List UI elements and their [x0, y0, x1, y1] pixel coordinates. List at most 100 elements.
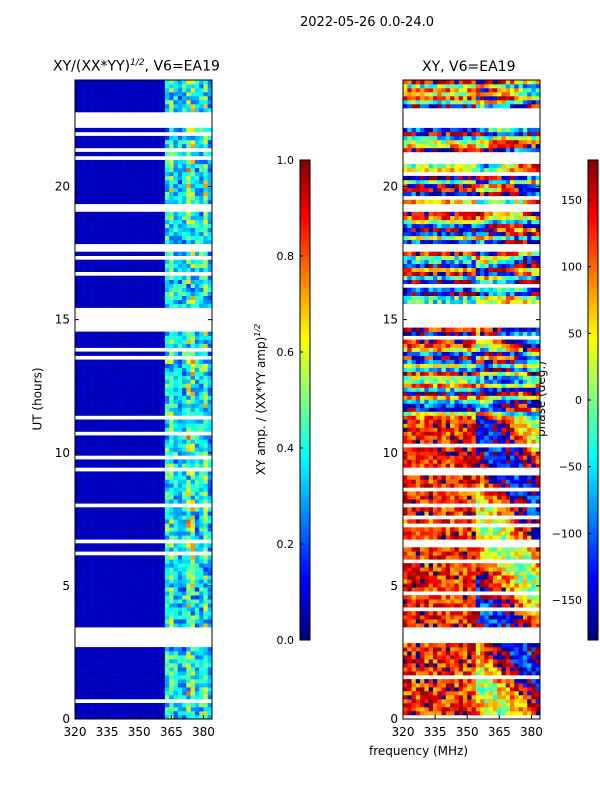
- heatmap-cell: [428, 695, 434, 700]
- heatmap-cell: [177, 419, 183, 424]
- heatmap-cell: [96, 459, 101, 464]
- heatmap-cell: [160, 711, 166, 716]
- heatmap-cell: [147, 295, 153, 300]
- heatmap-cell: [164, 595, 170, 600]
- heatmap-cell: [164, 571, 170, 576]
- heatmap-cell: [96, 295, 101, 300]
- heatmap-cell: [134, 151, 140, 157]
- heatmap-cell: [164, 263, 170, 268]
- heatmap-cell: [160, 507, 166, 512]
- heatmap-cell: [497, 655, 502, 660]
- heatmap-cell: [199, 96, 204, 101]
- colorbar-segment: [300, 408, 310, 413]
- heatmap-cell: [79, 451, 84, 456]
- heatmap-cell: [147, 104, 153, 109]
- colorbar-segment: [300, 592, 310, 597]
- heatmap-cell: [143, 96, 149, 101]
- heatmap-cell: [164, 100, 170, 105]
- heatmap-cell: [147, 543, 153, 548]
- heatmap-cell: [75, 235, 80, 241]
- heatmap-cell: [454, 611, 459, 616]
- heatmap-cell: [79, 559, 84, 564]
- heatmap-cell: [83, 239, 89, 245]
- heatmap-cell: [147, 287, 153, 292]
- heatmap-cell: [92, 603, 97, 608]
- heatmap-cell: [177, 379, 183, 384]
- heatmap-cell: [96, 135, 101, 141]
- heatmap-cell: [83, 351, 89, 356]
- heatmap-cell: [160, 447, 166, 452]
- heatmap-cell: [117, 227, 123, 233]
- heatmap-cell: [147, 163, 153, 169]
- heatmap-cell: [100, 571, 106, 576]
- heatmap-cell: [126, 231, 131, 237]
- heatmap-cell: [105, 483, 110, 488]
- heatmap-cell: [75, 108, 80, 113]
- heatmap-cell: [190, 507, 196, 512]
- heatmap-cell: [186, 647, 191, 652]
- heatmap-cell: [173, 259, 179, 264]
- heatmap-cell: [182, 675, 187, 680]
- heatmap-cell: [75, 295, 80, 300]
- heatmap-cell: [207, 127, 213, 133]
- heatmap-cell: [199, 683, 204, 688]
- heatmap-cell: [156, 159, 161, 165]
- heatmap-cell: [139, 439, 144, 444]
- heatmap-cell: [117, 363, 123, 368]
- heatmap-cell: [139, 463, 144, 468]
- heatmap-cell: [186, 407, 191, 412]
- heatmap-cell: [203, 80, 208, 85]
- heatmap-cell: [492, 611, 498, 616]
- heatmap-cell: [527, 663, 532, 668]
- heatmap-cell: [160, 399, 166, 404]
- heatmap-cell: [428, 691, 434, 696]
- heatmap-cell: [79, 515, 84, 520]
- heatmap-cell: [92, 403, 97, 408]
- heatmap-cell: [160, 567, 166, 572]
- heatmap-cell: [79, 651, 84, 656]
- heatmap-cell: [484, 691, 489, 696]
- heatmap-cell: [126, 523, 131, 528]
- heatmap-cell: [126, 447, 131, 452]
- heatmap-cell: [87, 607, 93, 612]
- heatmap-cell: [467, 663, 472, 668]
- heatmap-cell: [164, 187, 170, 193]
- heatmap-cell: [458, 663, 464, 668]
- heatmap-cell: [130, 687, 136, 692]
- heatmap-cell: [527, 671, 532, 676]
- heatmap-cell: [531, 647, 536, 652]
- heatmap-cell: [186, 659, 191, 664]
- heatmap-cell: [199, 435, 204, 440]
- heatmap-cell: [505, 623, 511, 628]
- heatmap-cell: [92, 175, 97, 181]
- heatmap-cell: [462, 671, 468, 676]
- heatmap-cell: [147, 547, 153, 552]
- heatmap-cell: [75, 575, 80, 580]
- heatmap-cell: [190, 403, 196, 408]
- heatmap-cell: [122, 391, 127, 396]
- heatmap-cell: [134, 387, 140, 392]
- heatmap-cell: [105, 555, 110, 560]
- heatmap-cell: [109, 519, 114, 524]
- heatmap-cell: [203, 611, 208, 616]
- heatmap-cell: [100, 223, 106, 229]
- heatmap-cell: [207, 359, 213, 364]
- heatmap-cell: [130, 343, 136, 348]
- heatmap-cell: [130, 287, 136, 292]
- heatmap-cell: [113, 491, 119, 496]
- heatmap-cell: [518, 619, 524, 624]
- heatmap-cell: [75, 279, 80, 284]
- heatmap-cell: [415, 707, 421, 712]
- heatmap-cell: [492, 655, 498, 660]
- heatmap-cell: [122, 679, 127, 684]
- heatmap-cell: [203, 559, 208, 564]
- heatmap-cell: [475, 643, 481, 648]
- heatmap-cell: [160, 239, 166, 245]
- heatmap-cell: [96, 691, 101, 696]
- heatmap-cell: [147, 419, 153, 424]
- heatmap-cell: [134, 263, 140, 268]
- colorbar-segment: [300, 460, 310, 465]
- heatmap-cell: [160, 475, 166, 480]
- heatmap-cell: [492, 663, 498, 668]
- heatmap-cell: [134, 175, 140, 181]
